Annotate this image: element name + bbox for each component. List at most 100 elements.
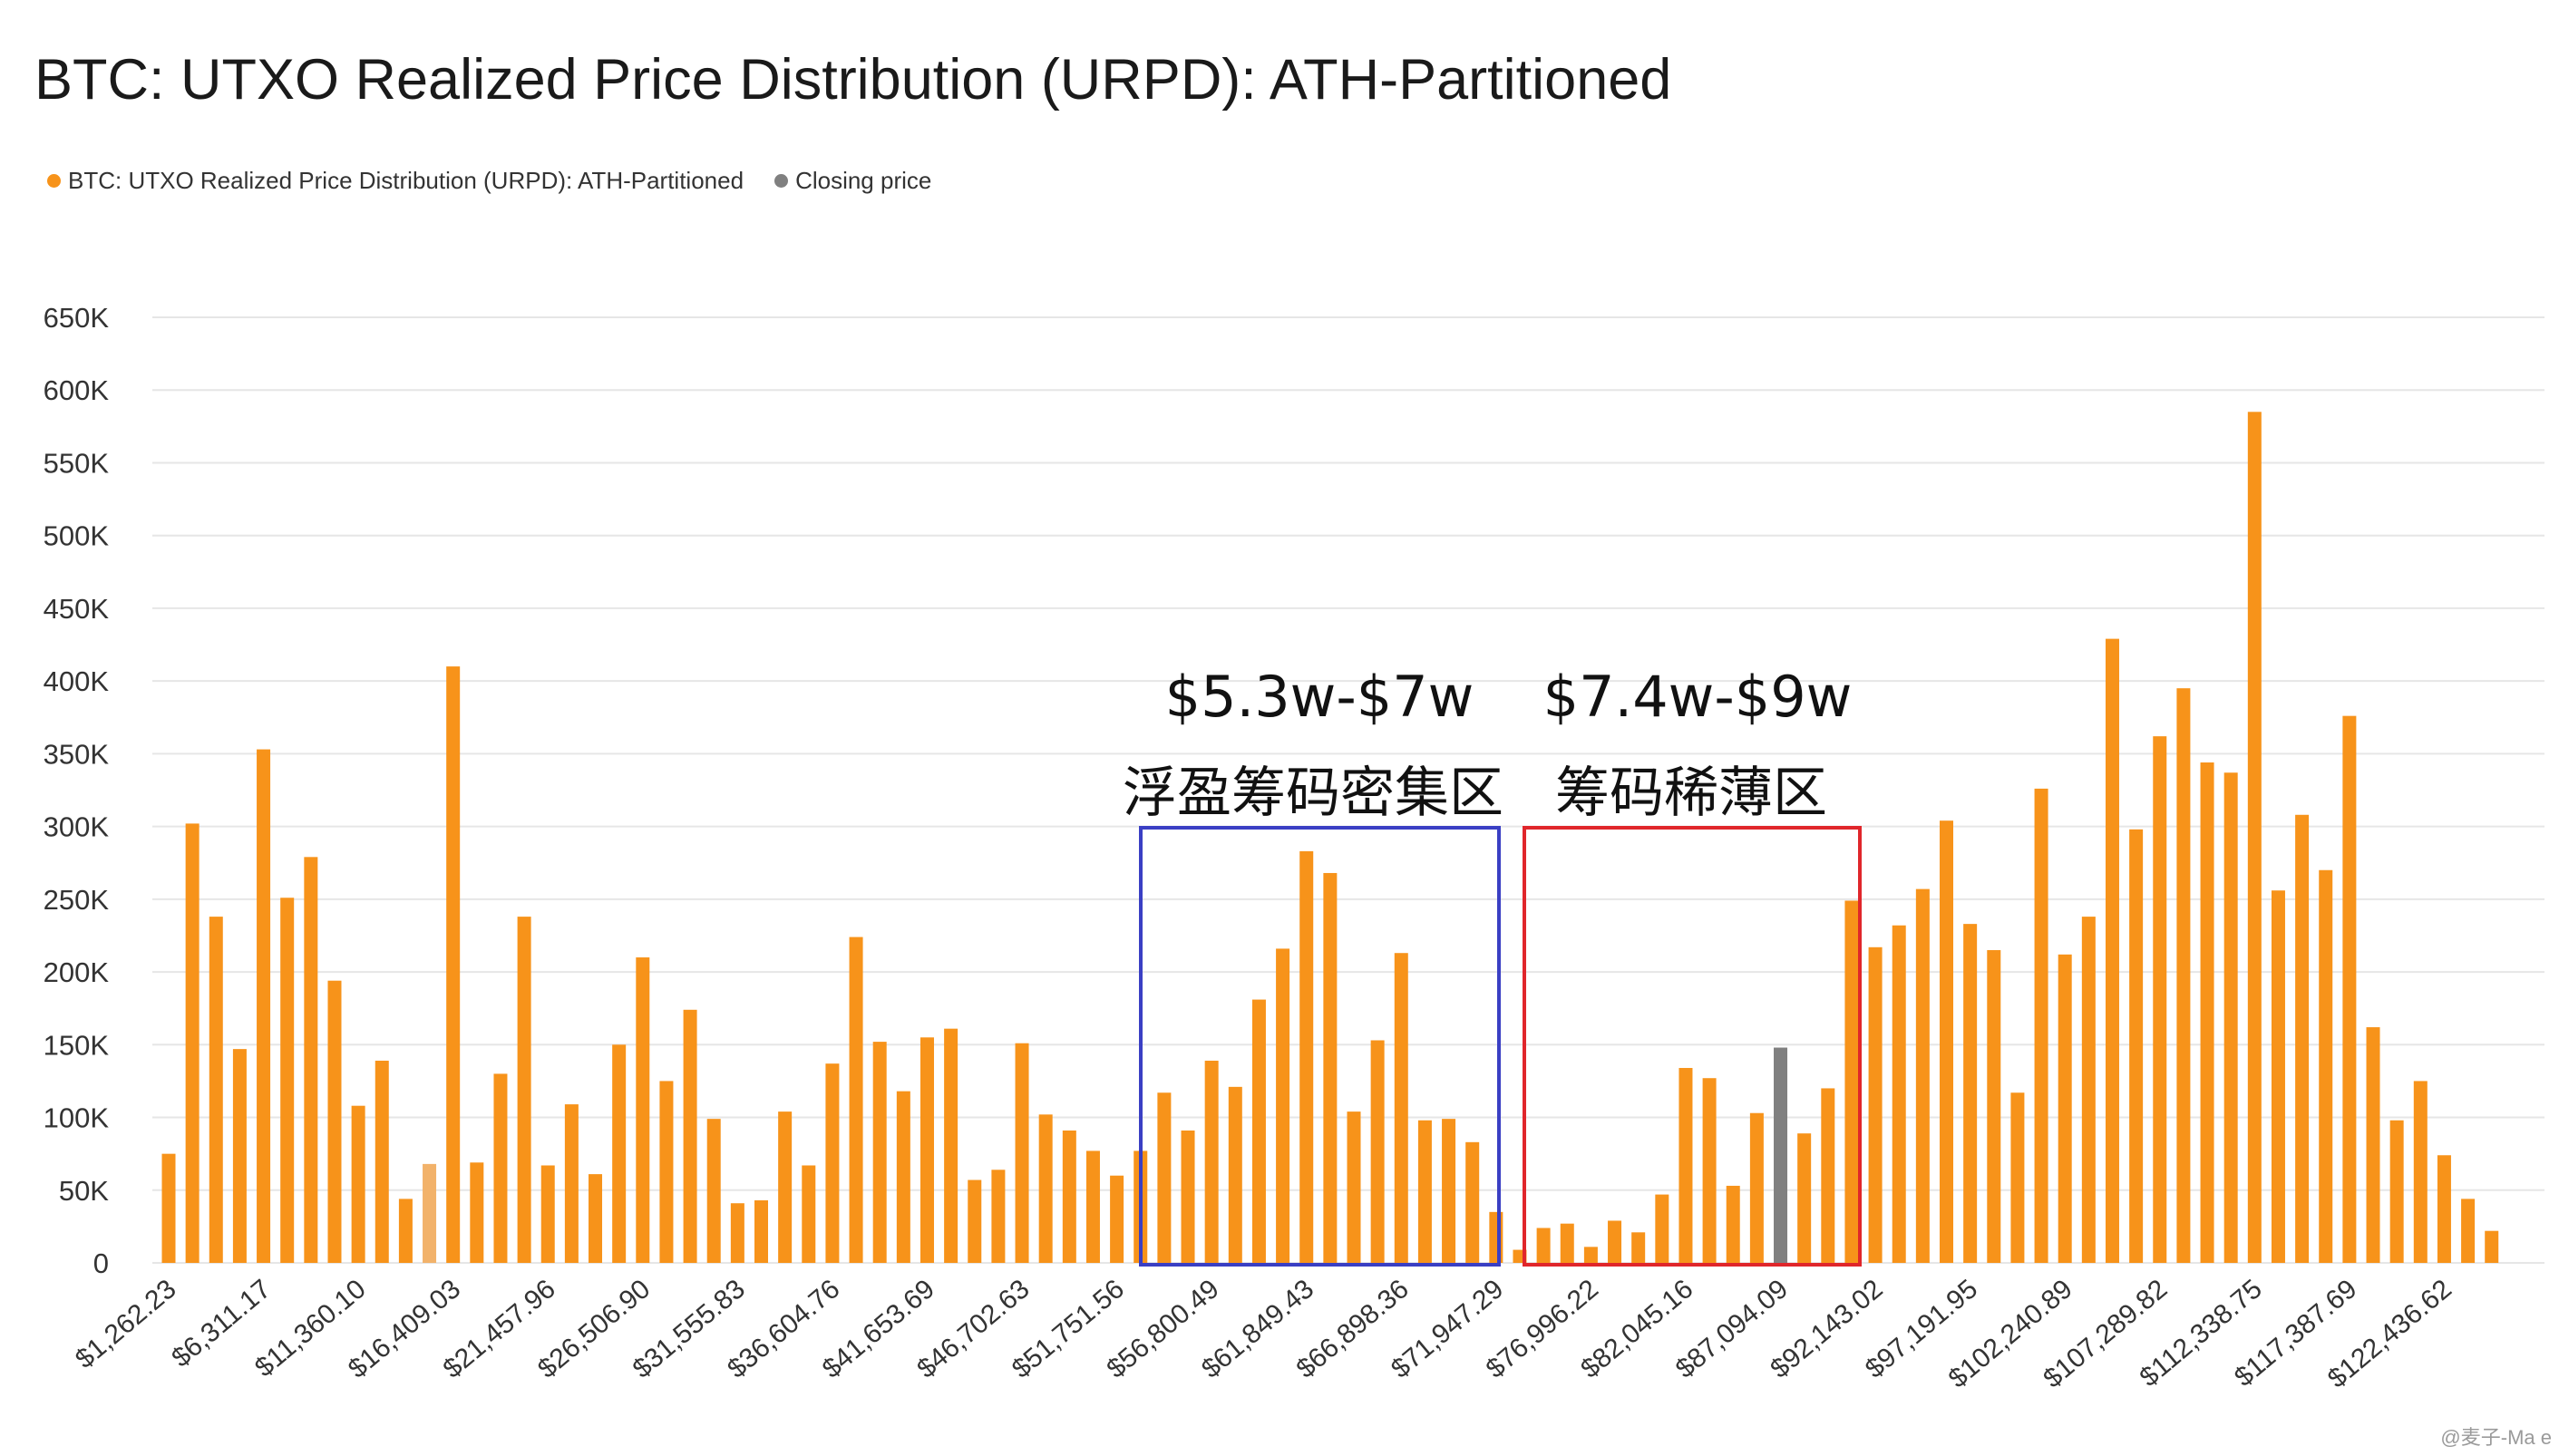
- bar[interactable]: [1892, 925, 1906, 1263]
- bar[interactable]: [1251, 999, 1266, 1263]
- bar[interactable]: [2153, 736, 2167, 1263]
- bar[interactable]: [1370, 1040, 1385, 1263]
- bar[interactable]: [991, 1170, 1006, 1263]
- bar[interactable]: [2058, 954, 2072, 1263]
- bar[interactable]: [1536, 1228, 1551, 1263]
- bar[interactable]: [1417, 1120, 1432, 1263]
- bar[interactable]: [470, 1162, 484, 1263]
- bar[interactable]: [1631, 1232, 1646, 1263]
- bar[interactable]: [944, 1028, 958, 1263]
- bar[interactable]: [706, 1119, 721, 1263]
- bar[interactable]: [2129, 829, 2144, 1263]
- bar[interactable]: [2223, 772, 2238, 1263]
- bar[interactable]: [1702, 1078, 1717, 1263]
- bar[interactable]: [1038, 1114, 1053, 1263]
- bar[interactable]: [1228, 1086, 1242, 1263]
- bar[interactable]: [161, 1153, 176, 1263]
- bar[interactable]: [683, 1009, 697, 1263]
- closing-price-bar[interactable]: [1774, 1047, 1788, 1263]
- bar[interactable]: [2176, 688, 2191, 1263]
- bar[interactable]: [849, 937, 863, 1263]
- bar[interactable]: [2413, 1081, 2428, 1263]
- bar[interactable]: [1560, 1223, 1574, 1263]
- bar[interactable]: [1749, 1112, 1764, 1263]
- bar[interactable]: [636, 957, 650, 1263]
- bar[interactable]: [659, 1081, 674, 1263]
- bar[interactable]: [327, 980, 342, 1263]
- bar[interactable]: [1963, 924, 1978, 1263]
- bar[interactable]: [1085, 1150, 1100, 1263]
- bar[interactable]: [1299, 850, 1314, 1263]
- bar[interactable]: [398, 1199, 413, 1263]
- bar[interactable]: [1844, 900, 1859, 1263]
- bar[interactable]: [802, 1165, 816, 1263]
- bar[interactable]: [540, 1165, 555, 1263]
- bar[interactable]: [2319, 869, 2333, 1263]
- bar[interactable]: [1821, 1088, 1835, 1263]
- y-tick-label: 550K: [44, 447, 110, 479]
- bar[interactable]: [2366, 1027, 2380, 1263]
- bar[interactable]: [1062, 1130, 1076, 1263]
- bar[interactable]: [1276, 948, 1290, 1263]
- bar[interactable]: [2485, 1230, 2499, 1263]
- bar[interactable]: [209, 917, 223, 1263]
- bar[interactable]: [1987, 950, 2001, 1263]
- bar[interactable]: [564, 1104, 579, 1263]
- bar[interactable]: [1940, 820, 1953, 1263]
- bar[interactable]: [896, 1091, 910, 1263]
- bar[interactable]: [1347, 1111, 1361, 1263]
- bar[interactable]: [1157, 1092, 1172, 1263]
- bar[interactable]: [517, 917, 531, 1263]
- bar[interactable]: [825, 1063, 840, 1263]
- bar[interactable]: [2081, 917, 2096, 1263]
- bar[interactable]: [1465, 1141, 1480, 1263]
- bar[interactable]: [2034, 788, 2048, 1263]
- bar[interactable]: [280, 898, 295, 1263]
- bar[interactable]: [232, 1049, 247, 1263]
- bar[interactable]: [375, 1060, 389, 1263]
- bar[interactable]: [1015, 1043, 1029, 1263]
- bar[interactable]: [968, 1179, 982, 1263]
- bar[interactable]: [1868, 946, 1883, 1263]
- bar[interactable]: [1181, 1130, 1195, 1263]
- bar[interactable]: [1110, 1175, 1124, 1263]
- legend-item-closing-price[interactable]: Closing price: [774, 167, 931, 195]
- bar[interactable]: [257, 749, 271, 1263]
- legend-item-urpd[interactable]: BTC: UTXO Realized Price Distribution (U…: [47, 167, 744, 195]
- bar[interactable]: [589, 1174, 603, 1263]
- bar[interactable]: [2271, 890, 2285, 1263]
- bar[interactable]: [1204, 1060, 1219, 1263]
- bar[interactable]: [2247, 412, 2262, 1263]
- bar[interactable]: [754, 1200, 768, 1263]
- bar[interactable]: [919, 1037, 934, 1263]
- bar[interactable]: [2437, 1155, 2451, 1263]
- bar[interactable]: [185, 823, 199, 1263]
- bar[interactable]: [2342, 715, 2357, 1263]
- bar[interactable]: [1442, 1119, 1456, 1263]
- bar[interactable]: [1915, 888, 1930, 1263]
- bar[interactable]: [1608, 1220, 1622, 1263]
- bar[interactable]: [872, 1042, 887, 1263]
- bar[interactable]: [1797, 1133, 1812, 1263]
- bar[interactable]: [1678, 1067, 1693, 1263]
- bar[interactable]: [2105, 638, 2119, 1263]
- bar[interactable]: [2200, 762, 2214, 1263]
- bar[interactable]: [304, 857, 318, 1263]
- bar[interactable]: [778, 1111, 793, 1263]
- bar[interactable]: [446, 666, 461, 1263]
- bar[interactable]: [612, 1044, 627, 1263]
- bar[interactable]: [2461, 1199, 2476, 1263]
- bar[interactable]: [1394, 953, 1408, 1263]
- bar[interactable]: [1726, 1185, 1740, 1263]
- bar[interactable]: [351, 1105, 365, 1263]
- bar[interactable]: [2010, 1092, 2025, 1263]
- bar[interactable]: [1489, 1211, 1503, 1263]
- bar[interactable]: [423, 1163, 437, 1263]
- bar[interactable]: [2295, 814, 2310, 1263]
- bar[interactable]: [730, 1203, 744, 1263]
- bar[interactable]: [2389, 1120, 2404, 1263]
- bar[interactable]: [1323, 872, 1338, 1263]
- bar[interactable]: [493, 1073, 508, 1263]
- bar[interactable]: [1583, 1247, 1598, 1263]
- bar[interactable]: [1655, 1194, 1669, 1263]
